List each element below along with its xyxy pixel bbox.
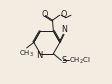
Text: N: N: [36, 51, 42, 60]
Text: S: S: [61, 56, 66, 65]
Text: CH$_3$: CH$_3$: [19, 49, 33, 59]
Text: N: N: [61, 25, 67, 34]
Text: O: O: [60, 10, 66, 19]
Text: CH$_2$Cl: CH$_2$Cl: [69, 55, 90, 66]
Text: O: O: [41, 10, 47, 19]
